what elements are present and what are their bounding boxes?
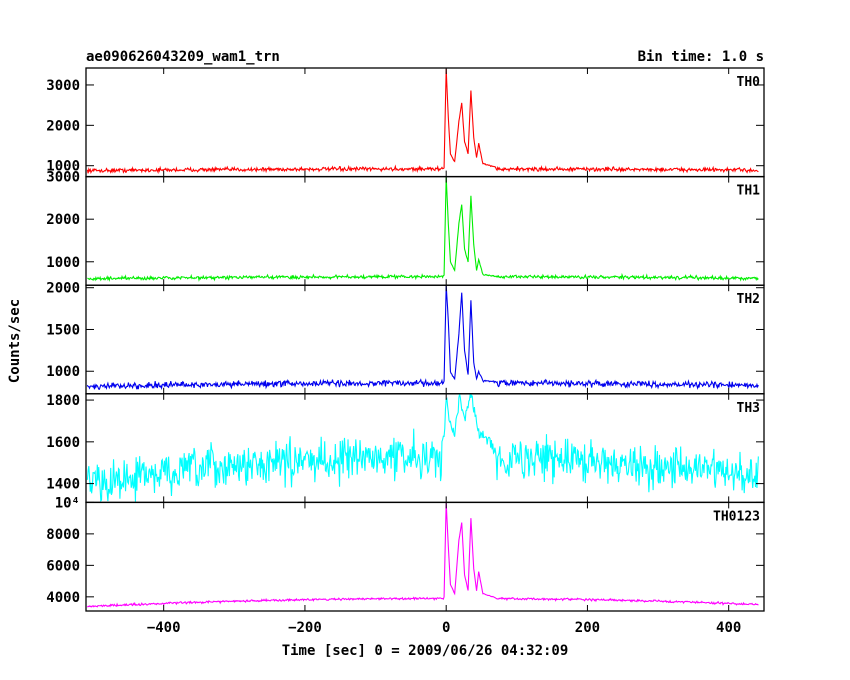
panel-frame-th0 — [85, 67, 765, 178]
panel-frame-th2 — [85, 284, 765, 395]
y-tick-label-th0: 1000 — [46, 159, 80, 175]
panel-frame-th1 — [85, 175, 765, 286]
y-tick-label-th2: 2000 — [46, 281, 80, 297]
y-tick-label-th3: 1600 — [46, 435, 80, 451]
y-tick-label-th2: 1500 — [46, 322, 80, 338]
y-tick-label-th3: 1800 — [46, 393, 80, 409]
panel-label-th0: TH0 — [737, 75, 761, 90]
y-axis-label: Counts/sec — [7, 299, 23, 383]
series-line-th0123 — [86, 502, 759, 608]
panel-label-th0123: TH0123 — [713, 509, 760, 524]
y-tick-label-th2: 1000 — [46, 364, 80, 380]
panel-frame-th0123 — [85, 501, 765, 612]
y-tick-label-th0123: 4000 — [46, 590, 80, 606]
series-line-th1 — [87, 176, 759, 282]
x-tick-label: −200 — [288, 620, 322, 636]
y-tick-label-th0123: 10⁴ — [55, 495, 80, 511]
y-tick-label-th1: 3000 — [46, 170, 80, 186]
panel-label-th1: TH1 — [737, 184, 761, 199]
chart-title: ae090626043209_wam1_trn — [86, 49, 280, 65]
x-tick-label: 0 — [442, 620, 450, 636]
panel-label-th3: TH3 — [737, 401, 760, 416]
x-axis-label: Time [sec] 0 = 2009/06/26 04:32:09 — [282, 643, 569, 659]
y-tick-label-th0123: 6000 — [46, 558, 80, 574]
series-line-th2 — [86, 285, 759, 391]
series-line-th3 — [86, 393, 759, 503]
y-tick-label-th0: 3000 — [46, 78, 80, 94]
bin-time-label: Bin time: 1.0 s — [638, 49, 764, 65]
series-line-th0 — [86, 69, 759, 175]
y-tick-label-th1: 2000 — [46, 212, 80, 228]
x-tick-label: 200 — [575, 620, 600, 636]
y-tick-label-th3: 1400 — [46, 477, 80, 493]
panel-frame-th3 — [85, 393, 765, 504]
panel-label-th2: TH2 — [737, 292, 760, 307]
x-tick-label: −400 — [147, 620, 181, 636]
y-tick-label-th1: 1000 — [46, 255, 80, 271]
y-tick-label-th0: 2000 — [46, 118, 80, 134]
x-tick-label: 400 — [716, 620, 741, 636]
y-tick-label-th0123: 8000 — [46, 527, 80, 543]
